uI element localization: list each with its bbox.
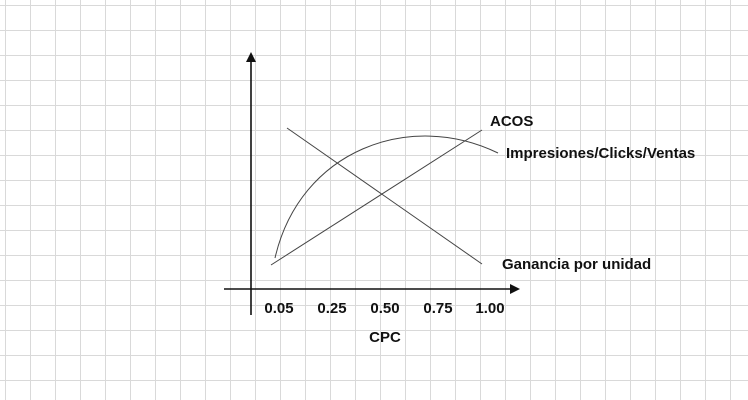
x-tick-label: 0.75 [423, 300, 452, 317]
x-tick-label: 0.50 [370, 300, 399, 317]
impressions-label: Impresiones/Clicks/Ventas [506, 145, 695, 162]
profit-label: Ganancia por unidad [502, 256, 651, 273]
x-tick-label: 0.05 [264, 300, 293, 317]
impressions-curve [274, 135, 499, 259]
x-tick-label: 0.25 [317, 300, 346, 317]
x-axis-title: CPC [369, 329, 401, 346]
acos-line [270, 129, 483, 266]
profit-line [286, 127, 483, 265]
x-tick-label: 1.00 [475, 300, 504, 317]
acos-label: ACOS [490, 113, 533, 130]
